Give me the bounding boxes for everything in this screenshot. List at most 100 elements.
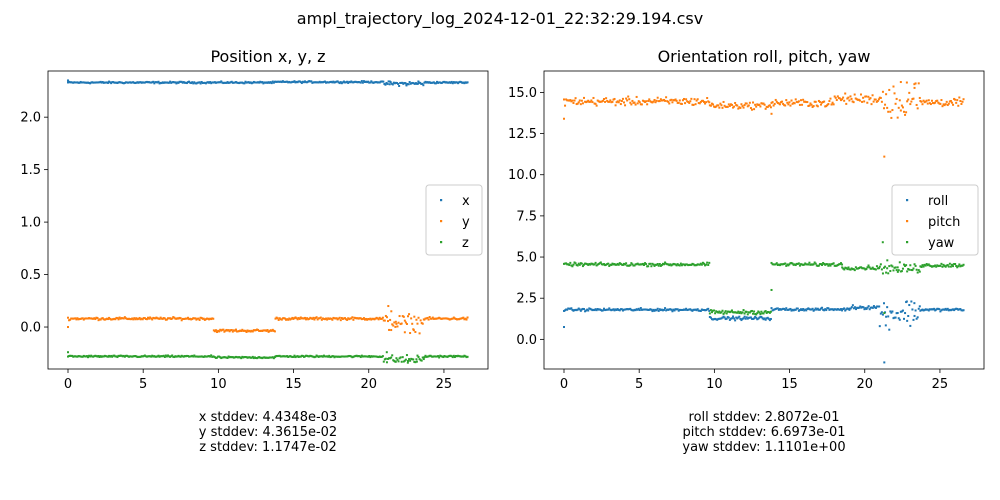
data-point (683, 308, 685, 311)
data-point (888, 265, 891, 268)
data-point (421, 82, 424, 85)
data-point (872, 100, 875, 103)
data-point (459, 80, 462, 83)
data-point (150, 81, 153, 84)
data-point (289, 81, 292, 84)
data-point (209, 81, 212, 84)
data-point (835, 264, 838, 267)
data-point (254, 81, 257, 84)
data-point (377, 356, 380, 359)
data-point (924, 100, 927, 103)
data-point (679, 102, 682, 105)
data-point (371, 317, 374, 320)
data-point (431, 81, 434, 84)
data-point (707, 100, 710, 103)
data-point (143, 354, 146, 357)
data-point (423, 356, 426, 359)
data-point (406, 82, 409, 85)
data-point (335, 355, 338, 358)
data-point (92, 81, 95, 84)
position-legend-box (425, 184, 483, 256)
data-point (929, 103, 932, 106)
data-point (434, 82, 437, 85)
data-point (739, 106, 742, 109)
data-point (728, 311, 731, 314)
data-point (843, 99, 846, 102)
data-point (99, 80, 102, 83)
data-point (192, 317, 195, 320)
data-point (295, 80, 298, 83)
data-point (221, 328, 224, 331)
data-point (371, 81, 374, 84)
data-point (71, 317, 74, 320)
data-point (272, 329, 275, 332)
data-point (91, 317, 94, 320)
data-point (181, 355, 184, 358)
data-point (659, 309, 662, 312)
data-point (899, 270, 902, 273)
data-point (775, 100, 778, 103)
orientation-y-tick-label: 7.5 (516, 209, 537, 224)
data-point (808, 261, 811, 264)
data-point (262, 329, 265, 332)
data-point (742, 317, 745, 320)
data-point (608, 100, 611, 103)
data-point (151, 318, 154, 321)
data-point (718, 317, 721, 320)
data-point (759, 315, 762, 318)
data-point (82, 81, 85, 84)
data-point (365, 317, 368, 320)
data-point (191, 354, 194, 357)
data-point (637, 100, 640, 103)
data-point (837, 308, 840, 311)
data-point (189, 81, 192, 84)
data-point (834, 264, 837, 267)
data-point (836, 95, 839, 98)
data-point (716, 318, 719, 321)
data-point (880, 100, 883, 103)
data-point (618, 262, 621, 265)
data-point (698, 102, 701, 105)
data-point (145, 318, 148, 321)
data-point (103, 318, 106, 321)
data-point (345, 318, 348, 321)
data-point (161, 355, 164, 358)
data-point (960, 309, 963, 312)
data-point (920, 265, 923, 268)
data-point (874, 268, 877, 271)
data-point (646, 308, 649, 311)
data-point (845, 308, 848, 311)
data-point (309, 354, 312, 357)
data-point (246, 329, 249, 332)
data-point (910, 100, 913, 103)
data-point (647, 99, 650, 102)
data-point (754, 103, 757, 106)
data-point (247, 356, 250, 359)
data-point (649, 100, 652, 103)
data-point (593, 263, 596, 266)
data-point (805, 101, 808, 104)
data-point (578, 263, 581, 266)
data-point (584, 100, 587, 103)
data-point (129, 355, 132, 358)
data-point (786, 101, 789, 104)
data-point (69, 354, 72, 357)
data-point (387, 320, 389, 323)
data-point (188, 80, 191, 83)
data-point (680, 308, 683, 311)
data-point (178, 316, 181, 319)
data-point (77, 318, 80, 321)
data-point (350, 317, 353, 320)
data-point (883, 155, 886, 158)
data-point (372, 317, 375, 320)
data-point (398, 84, 401, 87)
data-point (865, 267, 868, 270)
data-point (217, 81, 220, 84)
data-point (813, 100, 816, 103)
data-point (943, 104, 946, 107)
data-point (736, 104, 739, 107)
data-point (738, 106, 741, 109)
data-point (451, 356, 454, 359)
data-point (190, 318, 193, 321)
data-point (212, 355, 215, 358)
